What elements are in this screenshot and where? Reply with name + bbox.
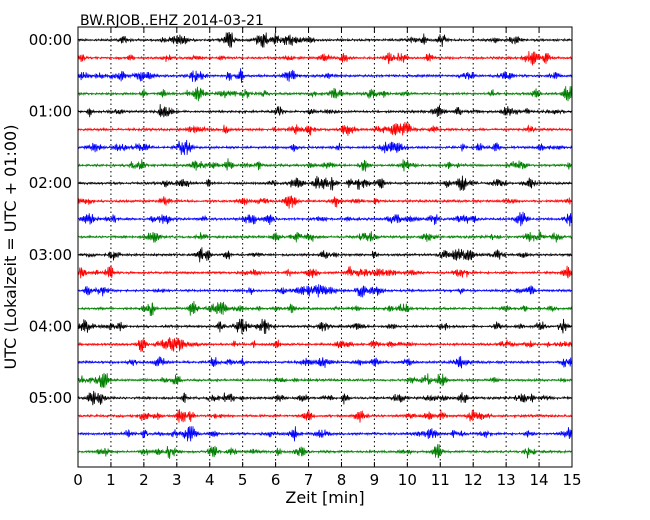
trace-line <box>77 50 573 66</box>
x-tick-label: 9 <box>370 471 380 489</box>
x-tick-label: 4 <box>205 471 215 489</box>
x-tick-label: 2 <box>139 471 149 489</box>
trace-line <box>77 390 572 406</box>
y-axis: 00:00 01:00 02:00 03:00 04:00 05:00 <box>29 31 572 407</box>
trace-line <box>77 139 573 155</box>
x-tick-label: 13 <box>497 471 516 489</box>
trace-line <box>77 175 573 191</box>
trace-line <box>77 300 573 317</box>
grid-lines <box>110 27 540 467</box>
y-tick-label: 00:00 <box>29 31 72 49</box>
trace-line <box>77 86 573 102</box>
y-tick-label: 03:00 <box>29 246 72 264</box>
x-tick-label: 8 <box>337 471 347 489</box>
x-tick-label: 6 <box>271 471 281 489</box>
trace-line <box>77 284 573 298</box>
trace-line <box>77 121 573 136</box>
trace-line <box>78 265 573 279</box>
trace-line <box>77 372 573 388</box>
x-tick-label: 14 <box>530 471 549 489</box>
trace-group <box>77 32 573 459</box>
x-tick-label: 5 <box>238 471 248 489</box>
x-tick-label: 1 <box>106 471 116 489</box>
x-tick-label: 3 <box>172 471 182 489</box>
trace-line <box>77 230 573 243</box>
x-axis-label: Zeit [min] <box>285 488 364 507</box>
trace-line <box>77 444 573 459</box>
trace-line <box>77 68 573 83</box>
trace-line <box>77 409 572 423</box>
trace-line <box>77 158 573 172</box>
x-tick-label: 7 <box>304 471 314 489</box>
x-tick-label: 15 <box>562 471 581 489</box>
trace-line <box>77 356 573 369</box>
x-tick-label: 11 <box>431 471 450 489</box>
x-tick-label: 0 <box>73 471 83 489</box>
trace-line <box>77 247 573 263</box>
trace-line <box>77 426 573 442</box>
x-axis: 0 1 2 3 4 5 6 7 8 9 10 11 12 13 14 15 <box>73 27 582 489</box>
trace-line <box>77 195 573 209</box>
y-tick-label: 05:00 <box>29 389 72 407</box>
y-tick-label: 04:00 <box>29 317 72 335</box>
x-tick-label: 10 <box>398 471 417 489</box>
trace-line <box>77 32 573 48</box>
trace-line <box>77 104 573 118</box>
y-tick-label: 01:00 <box>29 103 72 121</box>
y-tick-label: 02:00 <box>29 174 72 192</box>
trace-line <box>77 337 573 352</box>
plot-frame <box>77 26 573 468</box>
x-tick-label: 12 <box>464 471 483 489</box>
trace-line <box>78 211 573 227</box>
y-axis-label: UTC (Lokalzeit = UTC + 01:00) <box>1 125 20 370</box>
trace-line <box>77 318 573 334</box>
chart-title: BW.RJOB..EHZ 2014-03-21 <box>80 13 264 29</box>
